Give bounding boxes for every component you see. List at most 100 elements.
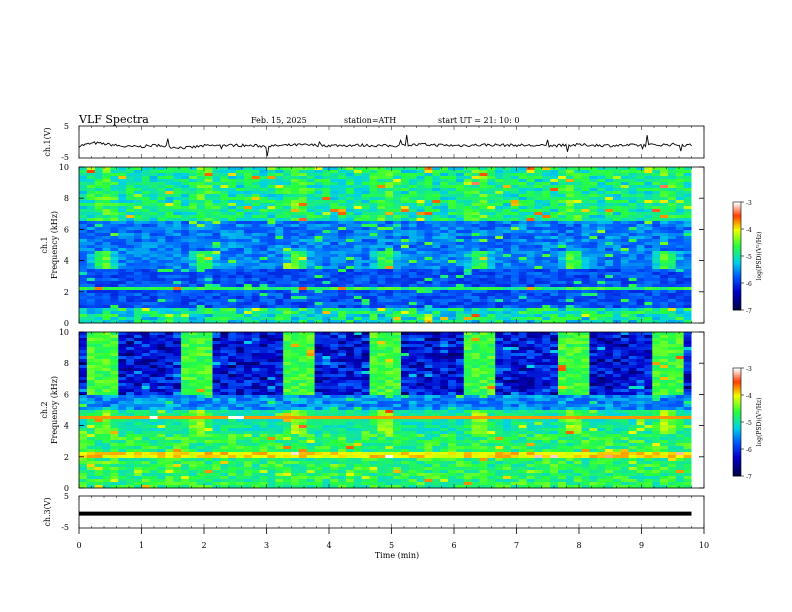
spectrogram-cell <box>620 317 630 321</box>
spectrogram-cell <box>550 176 559 180</box>
spectrogram-cell <box>212 311 221 315</box>
spectrogram-cell <box>361 311 370 315</box>
spectrogram-cell <box>471 188 480 192</box>
spectrogram-cell <box>110 311 119 315</box>
spectrogram-cell <box>581 209 590 213</box>
spectrogram-cell <box>149 308 158 312</box>
spectrogram-cell <box>314 254 323 258</box>
spectrogram-cell <box>534 269 543 273</box>
spectrogram-cell <box>141 356 151 360</box>
spectrogram-cell <box>275 278 284 282</box>
spectrogram-cell <box>338 173 347 177</box>
spectrogram-cell <box>275 197 284 201</box>
spectrogram-cell <box>573 218 582 222</box>
spectrogram-cell <box>330 350 339 354</box>
spectrogram-cell <box>660 218 669 222</box>
spectrogram-cell <box>267 209 276 213</box>
spectrogram-cell <box>306 278 315 282</box>
spectrogram-cell <box>126 269 135 273</box>
spectrogram-cell <box>338 191 347 195</box>
spectrogram-cell <box>644 188 653 192</box>
spectrogram-cell <box>675 236 685 240</box>
spectrogram-cell <box>118 218 127 222</box>
spectrogram-cell <box>283 170 292 174</box>
spectrogram-cell <box>126 341 135 345</box>
spectrogram-cell <box>620 263 630 267</box>
spectrogram-cell <box>455 191 465 195</box>
spectrogram-cell <box>228 344 237 348</box>
spectrogram-cell <box>228 275 237 279</box>
spectrogram-cell <box>558 317 567 321</box>
spectrogram-cell <box>385 365 394 369</box>
spectrogram-cell <box>79 347 88 351</box>
spectrogram-cell <box>157 332 166 336</box>
spectrogram-cell <box>487 251 496 255</box>
spectrogram-cell <box>118 167 127 171</box>
spectrogram-cell <box>173 260 182 264</box>
spectrogram-cell <box>196 224 206 228</box>
spectrogram-cell <box>236 284 245 288</box>
spectrogram-cell <box>628 200 637 204</box>
spectrogram-cell <box>369 365 378 369</box>
spectrogram-cell <box>118 170 127 174</box>
spectrogram-cell <box>424 182 433 186</box>
spectrogram-cell <box>353 353 363 357</box>
spectrogram-cell <box>149 251 158 255</box>
spectrogram-cell <box>94 338 103 342</box>
spectrogram-cell <box>487 260 496 264</box>
spectrogram-cell <box>589 245 598 249</box>
spectrogram-cell <box>353 203 363 207</box>
spectrogram-cell <box>86 233 96 237</box>
spectrogram-cell <box>550 344 559 348</box>
spectrogram-cell <box>471 212 480 216</box>
spectrogram-cell <box>487 278 496 282</box>
spectrogram-cell <box>322 167 331 171</box>
spectrogram-cell <box>102 308 111 312</box>
spectrogram-cell <box>369 350 378 354</box>
spectrogram-cell <box>479 230 488 234</box>
spectrogram-cell <box>204 230 213 234</box>
spectrogram-cell <box>385 299 394 303</box>
spectrogram-cell <box>408 200 418 204</box>
spectrogram-cell <box>212 269 221 273</box>
spectrogram-cell <box>581 212 590 216</box>
spectrogram-cell <box>503 209 512 213</box>
spectrogram-cell <box>220 266 229 270</box>
spectrogram-cell <box>510 350 520 354</box>
spectrogram-cell <box>518 218 527 222</box>
spectrogram-cell <box>291 236 300 240</box>
spectrogram-cell <box>495 347 504 351</box>
spectrogram-cell <box>361 299 370 303</box>
spectrogram-cell <box>612 215 622 219</box>
spectrogram-cell <box>212 179 221 183</box>
spectrogram-cell <box>675 266 685 270</box>
spectrogram-cell <box>173 263 182 267</box>
spectrogram-cell <box>188 206 198 210</box>
spectrogram-cell <box>589 359 598 363</box>
spectrogram-cell <box>86 356 96 360</box>
spectrogram-cell <box>220 272 229 276</box>
spectrogram-cell <box>526 230 535 234</box>
spectrogram-cell <box>94 302 103 306</box>
spectrogram-cell <box>259 317 268 321</box>
spectrogram-cell <box>440 245 449 249</box>
spectrogram-cell <box>471 272 480 276</box>
spectrogram-cell <box>306 227 315 231</box>
spectrogram-cell <box>589 251 598 255</box>
spectrogram-cell <box>126 257 135 261</box>
spectrogram-cell <box>79 266 88 270</box>
spectrogram-cell <box>236 221 245 225</box>
spectrogram-cell <box>369 356 378 360</box>
spectrogram-cell <box>212 302 221 306</box>
spectrogram-cell <box>550 179 559 183</box>
spectrogram-cell <box>173 299 182 303</box>
spectrogram-cell <box>220 281 229 285</box>
spectrogram-cell <box>149 299 158 303</box>
spectrogram-cell <box>675 338 685 342</box>
spectrogram-cell <box>377 296 386 300</box>
spectrogram-cell <box>581 233 590 237</box>
spectrogram-cell <box>118 212 127 216</box>
spectrogram-cell <box>597 191 606 195</box>
spectrogram-cell <box>259 269 268 273</box>
spectrogram-cell <box>353 209 363 213</box>
